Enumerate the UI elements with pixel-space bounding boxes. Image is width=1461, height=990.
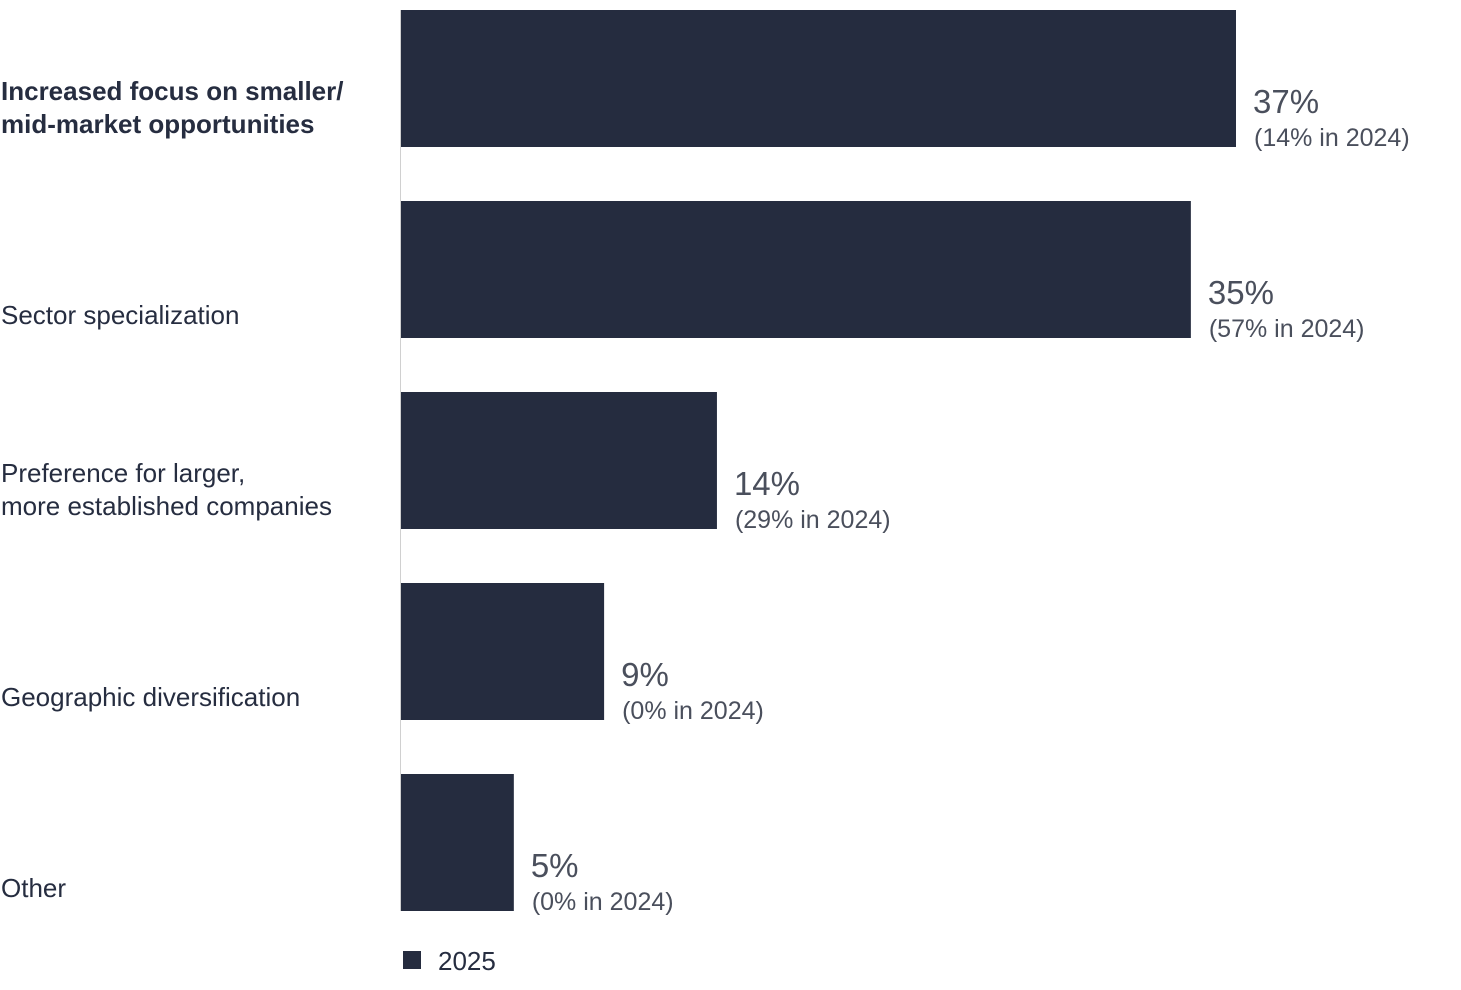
bar-1 (401, 201, 1191, 338)
category-label-0-1: mid-market opportunities (1, 109, 314, 139)
value-label-1: 35% (1208, 274, 1274, 311)
value-label-2: 14% (734, 465, 800, 502)
legend-swatch-2025 (403, 951, 421, 969)
previous-year-label-2: (29% in 2024) (735, 506, 891, 534)
category-label-0-0: Increased focus on smaller/ (1, 76, 343, 106)
value-label-3: 9% (621, 656, 669, 693)
value-label-4: 5% (531, 847, 579, 884)
previous-year-label-4: (0% in 2024) (532, 888, 674, 916)
previous-year-label-1: (57% in 2024) (1209, 315, 1365, 343)
legend-label-2025: 2025 (438, 946, 496, 976)
bar-4 (401, 774, 514, 911)
category-label-3-0: Geographic diversification (1, 682, 300, 712)
previous-year-label-0: (14% in 2024) (1254, 124, 1410, 152)
previous-year-label-3: (0% in 2024) (622, 697, 764, 725)
value-label-0: 37% (1253, 83, 1319, 120)
bar-3 (401, 583, 605, 720)
category-label-2-0: Preference for larger, (1, 458, 245, 488)
category-label-2-1: more established companies (1, 491, 332, 521)
bar-2 (401, 392, 717, 529)
category-label-4-0: Other (1, 873, 66, 903)
category-label-1-0: Sector specialization (1, 300, 239, 330)
bar-0 (401, 10, 1236, 147)
